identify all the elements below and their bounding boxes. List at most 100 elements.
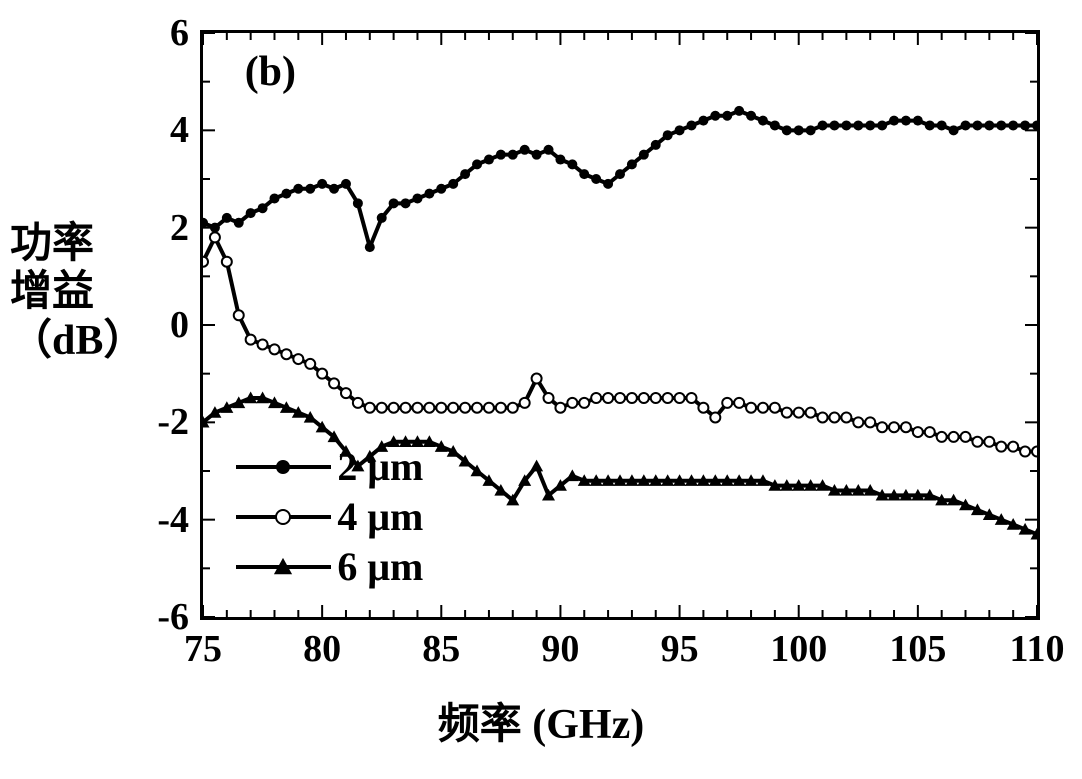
- series-marker-4um: [377, 403, 387, 413]
- series-marker-4um: [329, 378, 339, 388]
- series-marker-6um: [530, 460, 543, 472]
- series-marker-2um: [889, 116, 899, 126]
- series-marker-2um: [484, 155, 494, 165]
- series-marker-2um: [389, 198, 399, 208]
- series-marker-2um: [305, 184, 315, 194]
- series-marker-2um: [698, 116, 708, 126]
- series-marker-4um: [591, 393, 601, 403]
- series-marker-4um: [972, 437, 982, 447]
- series-marker-4um: [698, 403, 708, 413]
- series-marker-2um: [651, 140, 661, 150]
- series-marker-2um: [627, 159, 637, 169]
- series-marker-2um: [579, 169, 589, 179]
- series-marker-4um: [246, 335, 256, 345]
- series-marker-4um: [663, 393, 673, 403]
- panel-label: (b): [245, 48, 296, 96]
- series-marker-4um: [353, 398, 363, 408]
- series-marker-6um: [566, 469, 579, 481]
- series-marker-4um: [686, 393, 696, 403]
- legend: 2 μm4 μm6 μm: [236, 442, 423, 592]
- legend-symbol-2um: [236, 447, 331, 487]
- series-marker-2um: [972, 120, 982, 130]
- series-marker-2um: [734, 106, 744, 116]
- series-marker-4um: [210, 232, 220, 242]
- series-marker-4um: [937, 432, 947, 442]
- series-marker-4um: [758, 403, 768, 413]
- series-marker-4um: [293, 354, 303, 364]
- series-marker-4um: [746, 403, 756, 413]
- series-marker-4um: [401, 403, 411, 413]
- x-axis-label: 频率 (GHz): [10, 690, 1072, 751]
- xtick-label: 90: [541, 617, 579, 671]
- series-marker-2um: [544, 145, 554, 155]
- series-marker-4um: [651, 393, 661, 403]
- series-line-4um: [203, 237, 1037, 451]
- series-marker-2um: [758, 116, 768, 126]
- series-marker-4um: [305, 359, 315, 369]
- series-marker-2um: [508, 150, 518, 160]
- series-marker-4um: [258, 339, 268, 349]
- series-marker-4um: [853, 417, 863, 427]
- series-marker-4um: [365, 403, 375, 413]
- legend-item-6um: 6 μm: [236, 542, 423, 592]
- series-marker-2um: [877, 120, 887, 130]
- series-marker-4um: [496, 403, 506, 413]
- series-marker-2um: [603, 179, 613, 189]
- ytick-label: 6: [170, 11, 203, 55]
- ylabel-line-3: （dB）: [10, 317, 130, 365]
- series-marker-4um: [389, 403, 399, 413]
- series-marker-4um: [627, 393, 637, 403]
- series-marker-2um: [853, 120, 863, 130]
- series-marker-4um: [341, 388, 351, 398]
- series-marker-2um: [460, 169, 470, 179]
- series-marker-4um: [234, 310, 244, 320]
- series-marker-4um: [520, 398, 530, 408]
- series-marker-2um: [234, 218, 244, 228]
- series-marker-2um: [281, 189, 291, 199]
- series-marker-2um: [913, 116, 923, 126]
- legend-label-2um: 2 μm: [337, 443, 423, 490]
- series-marker-2um: [770, 120, 780, 130]
- series-marker-2um: [615, 169, 625, 179]
- series-marker-2um: [246, 208, 256, 218]
- series-marker-2um: [222, 213, 232, 223]
- series-marker-4um: [722, 398, 732, 408]
- series-marker-2um: [293, 184, 303, 194]
- series-marker-2um: [961, 120, 971, 130]
- legend-label-6um: 6 μm: [337, 543, 423, 590]
- series-marker-2um: [496, 150, 506, 160]
- series-marker-4um: [424, 403, 434, 413]
- legend-label-4um: 4 μm: [337, 493, 423, 540]
- series-marker-4um: [222, 257, 232, 267]
- series-marker-4um: [782, 408, 792, 418]
- series-marker-2um: [841, 120, 851, 130]
- series-marker-4um: [544, 393, 554, 403]
- series-marker-2um: [258, 203, 268, 213]
- series-marker-4um: [829, 412, 839, 422]
- ytick-label: -4: [157, 498, 203, 542]
- ytick-label: 4: [170, 108, 203, 152]
- series-marker-2um: [937, 120, 947, 130]
- series-marker-2um: [532, 150, 542, 160]
- legend-item-4um: 4 μm: [236, 492, 423, 542]
- series-marker-2um: [555, 155, 565, 165]
- series-marker-2um: [591, 174, 601, 184]
- plot-area: -6-4-202467580859095100105110(b)2 μm4 μm…: [200, 30, 1040, 620]
- series-marker-4um: [460, 403, 470, 413]
- series-marker-4um: [710, 412, 720, 422]
- series-marker-4um: [436, 403, 446, 413]
- series-marker-4um: [1008, 442, 1018, 452]
- series-marker-4um: [877, 422, 887, 432]
- series-marker-4um: [925, 427, 935, 437]
- series-marker-2um: [424, 189, 434, 199]
- series-marker-2um: [806, 125, 816, 135]
- series-marker-4um: [806, 408, 816, 418]
- series-marker-2um: [1032, 120, 1037, 130]
- series-marker-2um: [436, 184, 446, 194]
- series-marker-4um: [1020, 447, 1030, 457]
- chart-container: 功率 增益 （dB） -6-4-202467580859095100105110…: [10, 10, 1072, 770]
- series-marker-2um: [353, 198, 363, 208]
- series-marker-4um: [484, 403, 494, 413]
- series-marker-4um: [579, 398, 589, 408]
- series-marker-2um: [639, 150, 649, 160]
